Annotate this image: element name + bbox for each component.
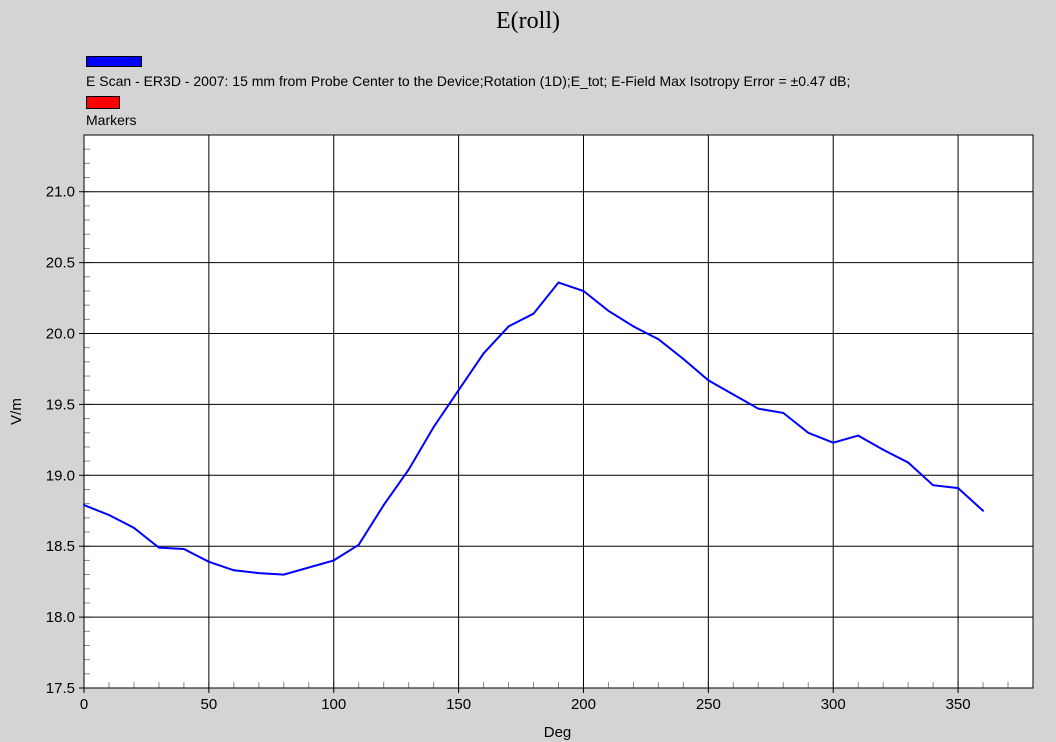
- data-point: [632, 325, 635, 328]
- data-point: [382, 504, 385, 507]
- x-tick-label: 300: [821, 696, 846, 713]
- data-point: [207, 560, 210, 563]
- data-point: [757, 407, 760, 410]
- chart-title: E(roll): [496, 8, 560, 34]
- data-point: [532, 312, 535, 315]
- data-point: [132, 526, 135, 529]
- x-tick-label: 150: [446, 696, 471, 713]
- data-point: [407, 468, 410, 471]
- y-tick-label: 18.0: [46, 609, 75, 626]
- y-tick-label: 20.5: [46, 255, 75, 272]
- y-tick-label: 20.0: [46, 326, 75, 343]
- y-tick-label: 21.0: [46, 184, 75, 201]
- data-point: [182, 548, 185, 551]
- x-tick-label: 100: [321, 696, 346, 713]
- data-point: [857, 434, 860, 437]
- x-tick-label: 350: [946, 696, 971, 713]
- x-tick-label: 250: [696, 696, 721, 713]
- data-point: [807, 431, 810, 434]
- x-tick-label: 200: [571, 696, 596, 713]
- x-tick-label: 50: [201, 696, 218, 713]
- data-point: [932, 484, 935, 487]
- data-point: [707, 379, 710, 382]
- data-point: [282, 573, 285, 576]
- data-point: [782, 411, 785, 414]
- data-point: [83, 504, 85, 507]
- y-tick-label: 19.5: [46, 396, 75, 413]
- data-point: [357, 543, 360, 546]
- data-point: [157, 546, 160, 549]
- data-point: [957, 487, 960, 490]
- data-point: [907, 461, 910, 464]
- data-point: [582, 289, 585, 292]
- data-point: [882, 448, 885, 451]
- data-point: [432, 426, 435, 429]
- data-point: [307, 566, 310, 569]
- x-axis-label: Deg: [544, 724, 572, 741]
- data-point: [832, 441, 835, 444]
- legend-swatch-escan: [86, 56, 142, 67]
- data-point: [332, 559, 335, 562]
- data-point: [682, 358, 685, 361]
- x-tick-label: 0: [80, 696, 88, 713]
- data-point: [732, 393, 735, 396]
- y-tick-label: 18.5: [46, 538, 75, 555]
- y-tick-label: 19.0: [46, 467, 75, 484]
- legend-swatch-markers: [86, 96, 120, 109]
- data-point: [507, 325, 510, 328]
- legend-label-markers: Markers: [86, 112, 137, 128]
- legend-label-escan: E Scan - ER3D - 2007: 15 mm from Probe C…: [86, 73, 851, 89]
- data-point: [457, 389, 460, 392]
- plot-area: [84, 135, 1033, 688]
- y-axis-label: V/m: [8, 398, 25, 425]
- y-tick-label: 17.5: [46, 680, 75, 697]
- data-point: [107, 514, 110, 517]
- plot-border: [83, 134, 1034, 689]
- data-point: [232, 569, 235, 572]
- data-point: [257, 572, 260, 575]
- data-point: [557, 281, 560, 284]
- data-point: [482, 352, 485, 355]
- data-point: [982, 509, 985, 512]
- data-point: [607, 309, 610, 312]
- data-point: [657, 338, 660, 341]
